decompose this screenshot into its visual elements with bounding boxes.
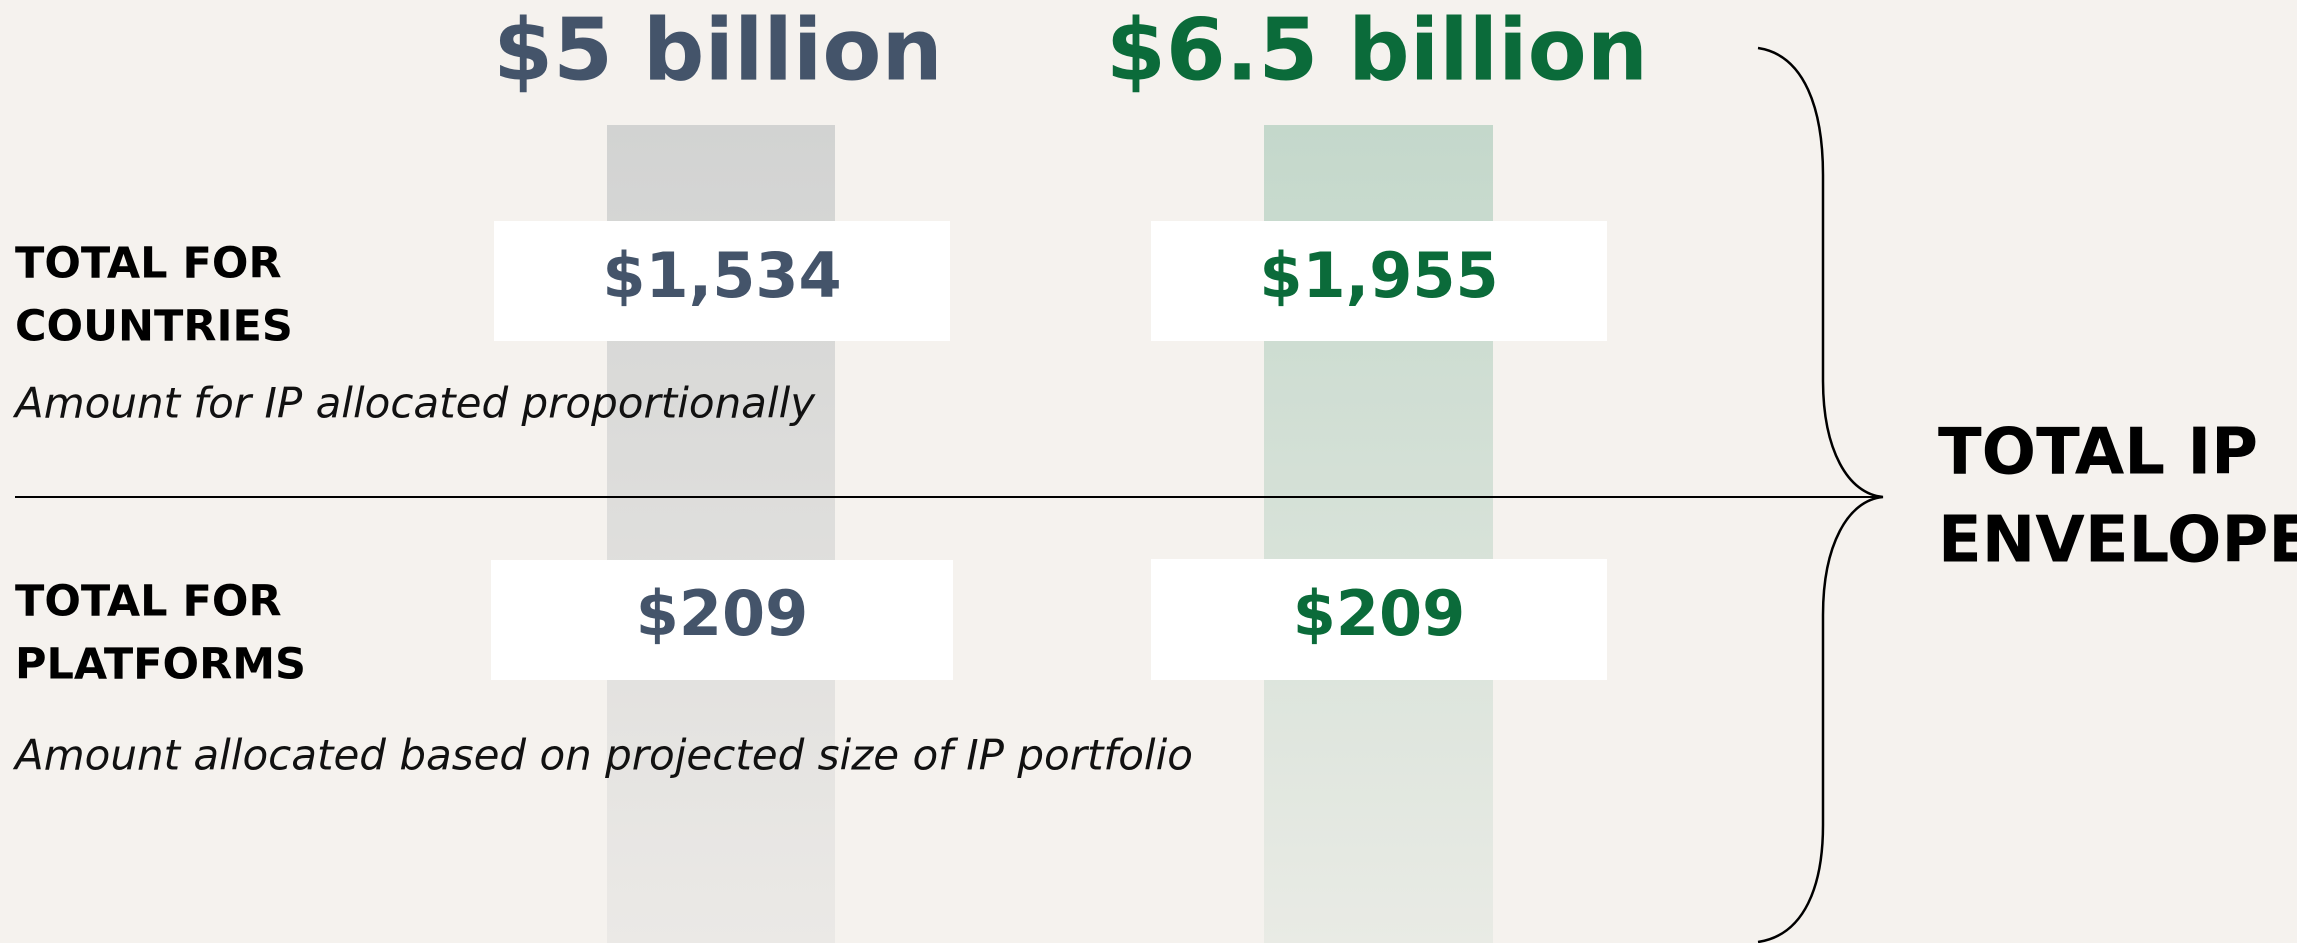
value-box bbox=[494, 221, 950, 341]
row-label: TOTAL FOR bbox=[15, 239, 282, 289]
column-heading: $6.5 billion bbox=[1106, 0, 1648, 100]
brace bbox=[1757, 46, 1884, 943]
value-box bbox=[1151, 221, 1607, 341]
value-box bbox=[1151, 559, 1607, 680]
column-heading: $5 billion bbox=[493, 0, 942, 100]
value: $209 bbox=[1293, 577, 1466, 650]
value: $1,534 bbox=[602, 239, 841, 312]
row-label: COUNTRIES bbox=[15, 302, 293, 352]
envelope-label: TOTAL IP bbox=[1938, 416, 2258, 490]
row-note: Amount for IP allocated proportionally bbox=[12, 379, 816, 428]
row-note: Amount allocated based on projected size… bbox=[12, 731, 1193, 780]
value: $209 bbox=[636, 577, 809, 650]
row-label: PLATFORMS bbox=[15, 640, 306, 690]
value-box bbox=[491, 560, 953, 680]
row-label: TOTAL FOR bbox=[15, 577, 282, 627]
value: $1,955 bbox=[1259, 239, 1498, 312]
envelope-label: ENVELOPE bbox=[1938, 504, 2297, 578]
